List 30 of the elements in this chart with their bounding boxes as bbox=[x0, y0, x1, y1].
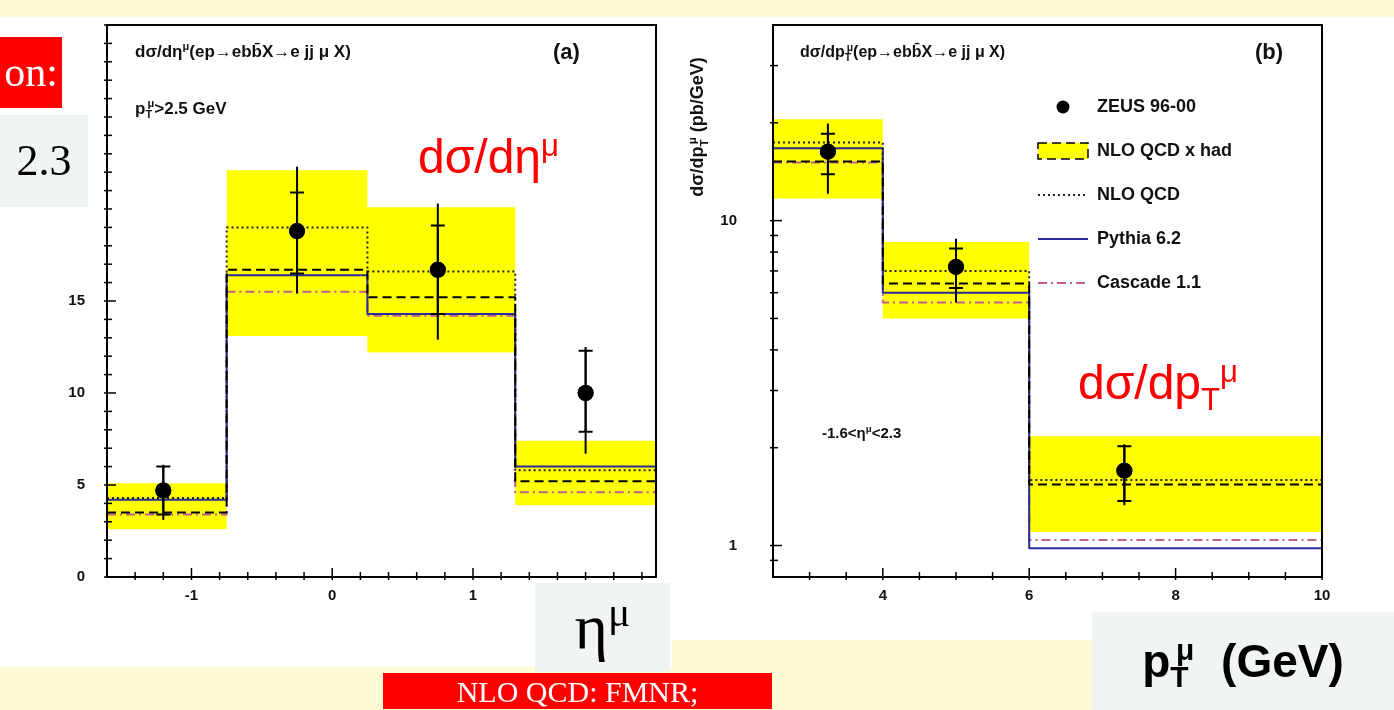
legend-label: NLO QCD bbox=[1096, 183, 1180, 204]
label-box: on: bbox=[0, 37, 62, 108]
legend-label: Cascade 1.1 bbox=[1096, 271, 1202, 292]
legend-label: Pythia 6.2 bbox=[1096, 227, 1182, 248]
label-box: NLO QCD: FMNR; bbox=[383, 673, 772, 709]
text: dσ/dη$^{μ}$(ep→ebb̄X→e jj μ X) bbox=[135, 40, 351, 62]
y-tick-label: 10 bbox=[68, 383, 85, 401]
label-box: η$^{μ}$ bbox=[535, 583, 670, 672]
annotation: (a) bbox=[553, 39, 580, 65]
x-tick-label: -1 bbox=[184, 586, 199, 604]
annotation: -1.6<η$^{μ}$<2.3 bbox=[822, 423, 902, 442]
label-box: p$_{T}$$^{μ}$ (GeV) bbox=[1092, 612, 1394, 710]
annotation: dσ/dη$^{μ}$ bbox=[418, 128, 560, 184]
x-tick-label: 4 bbox=[878, 586, 888, 604]
label-box: 2.3 bbox=[0, 115, 88, 207]
x-tick-label: 10 bbox=[1313, 586, 1331, 604]
x-tick-label: 0 bbox=[328, 586, 337, 604]
x-tick-label: 6 bbox=[1025, 586, 1034, 604]
x-axis-title: η$^{μ}$ bbox=[574, 588, 631, 663]
y-tick-label: 15 bbox=[68, 291, 85, 309]
legend-label: NLO QCD x had bbox=[1096, 139, 1233, 160]
text: dσ/dp$_{T}$$^{μ}$(ep→ebb̄X→e jj μ X) bbox=[800, 41, 1006, 64]
legend-label: ZEUS 96-00 bbox=[1096, 95, 1197, 116]
y-tick-label: 0 bbox=[76, 567, 85, 585]
x-axis-title: p$_{T}$$^{μ}$ (GeV) bbox=[1142, 633, 1344, 693]
annotation: p$_{T}$$^{μ}$>2.5 GeV bbox=[135, 97, 227, 121]
annotation: (b) bbox=[1255, 39, 1284, 65]
x-tick-label: 1 bbox=[468, 586, 478, 604]
x-tick-label: 8 bbox=[1171, 586, 1180, 604]
y-tick-label: 5 bbox=[76, 475, 85, 493]
